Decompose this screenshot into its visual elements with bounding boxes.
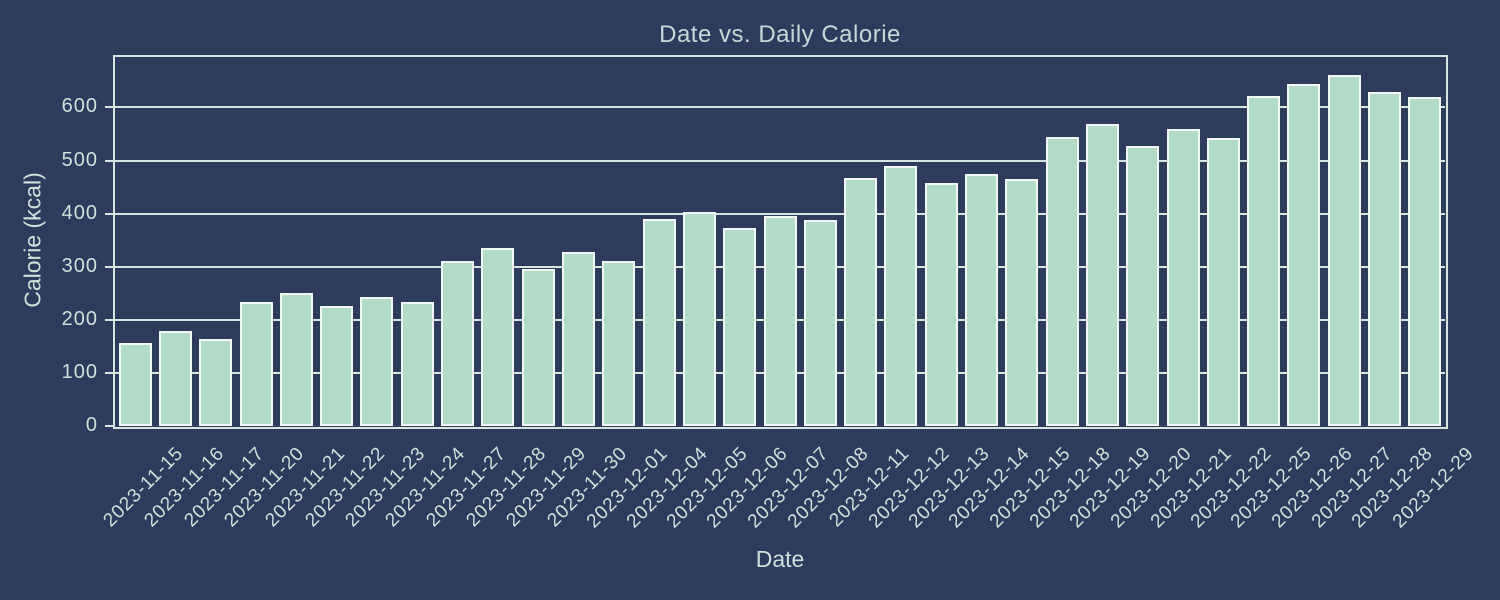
bar-2023-11-16 [158,330,192,426]
bar-2023-12-13 [924,182,958,426]
bar-2023-12-18 [1045,137,1079,426]
bar-2023-12-29 [1408,96,1442,426]
bar-2023-11-30 [561,251,595,426]
bar-2023-12-21 [1166,129,1200,426]
bar-2023-12-08 [803,220,837,426]
bar-2023-12-12 [884,166,918,426]
bar-2023-11-28 [481,248,515,426]
bar-2023-11-17 [199,338,233,426]
bar-2023-11-20 [239,302,273,426]
y-tick-mark [105,318,114,321]
bar-2023-12-05 [682,211,716,426]
y-tick-label-400: 400 [61,201,98,224]
y-tick-mark [105,425,114,427]
bar-2023-12-20 [1126,145,1160,426]
bar-2023-11-29 [521,268,555,426]
bar-2023-11-21 [279,293,313,426]
y-tick-mark [105,265,114,268]
bar-2023-12-04 [642,219,676,426]
y-tick-mark [105,106,114,109]
gridline-400 [115,212,1445,215]
bar-2023-11-23 [360,296,394,426]
bar-2023-12-22 [1206,138,1240,426]
gridline-600 [115,106,1445,109]
y-tick-label-500: 500 [61,148,98,171]
bar-2023-11-22 [320,306,354,426]
bar-2023-12-19 [1085,124,1119,426]
y-tick-mark [105,371,114,374]
bar-2023-12-11 [844,178,878,426]
bar-2023-12-14 [965,174,998,426]
bar-2023-12-15 [1005,178,1039,426]
bar-2023-12-07 [763,216,797,426]
bar-2023-12-25 [1247,96,1281,426]
bar-2023-12-27 [1327,74,1361,426]
bar-2023-11-15 [118,342,152,426]
gridline-500 [115,159,1445,162]
y-tick-label-100: 100 [61,360,98,383]
y-tick-mark [105,212,114,215]
y-axis-label: Calorie (kcal) [19,172,46,308]
y-tick-label-600: 600 [61,95,98,118]
y-tick-label-300: 300 [61,254,98,277]
plot-area [115,57,1445,426]
bar-2023-12-28 [1368,92,1402,426]
bar-2023-12-06 [723,227,757,426]
bar-2023-12-01 [602,260,636,426]
y-tick-label-200: 200 [61,307,98,330]
bar-2023-12-26 [1287,83,1321,426]
bar-2023-11-27 [441,260,475,426]
bar-2023-11-24 [400,301,434,426]
y-tick-mark [105,159,114,162]
y-tick-label-0: 0 [85,414,98,436]
chart-title: Date vs. Daily Calorie [659,21,901,48]
x-axis-label: Date [755,546,805,572]
